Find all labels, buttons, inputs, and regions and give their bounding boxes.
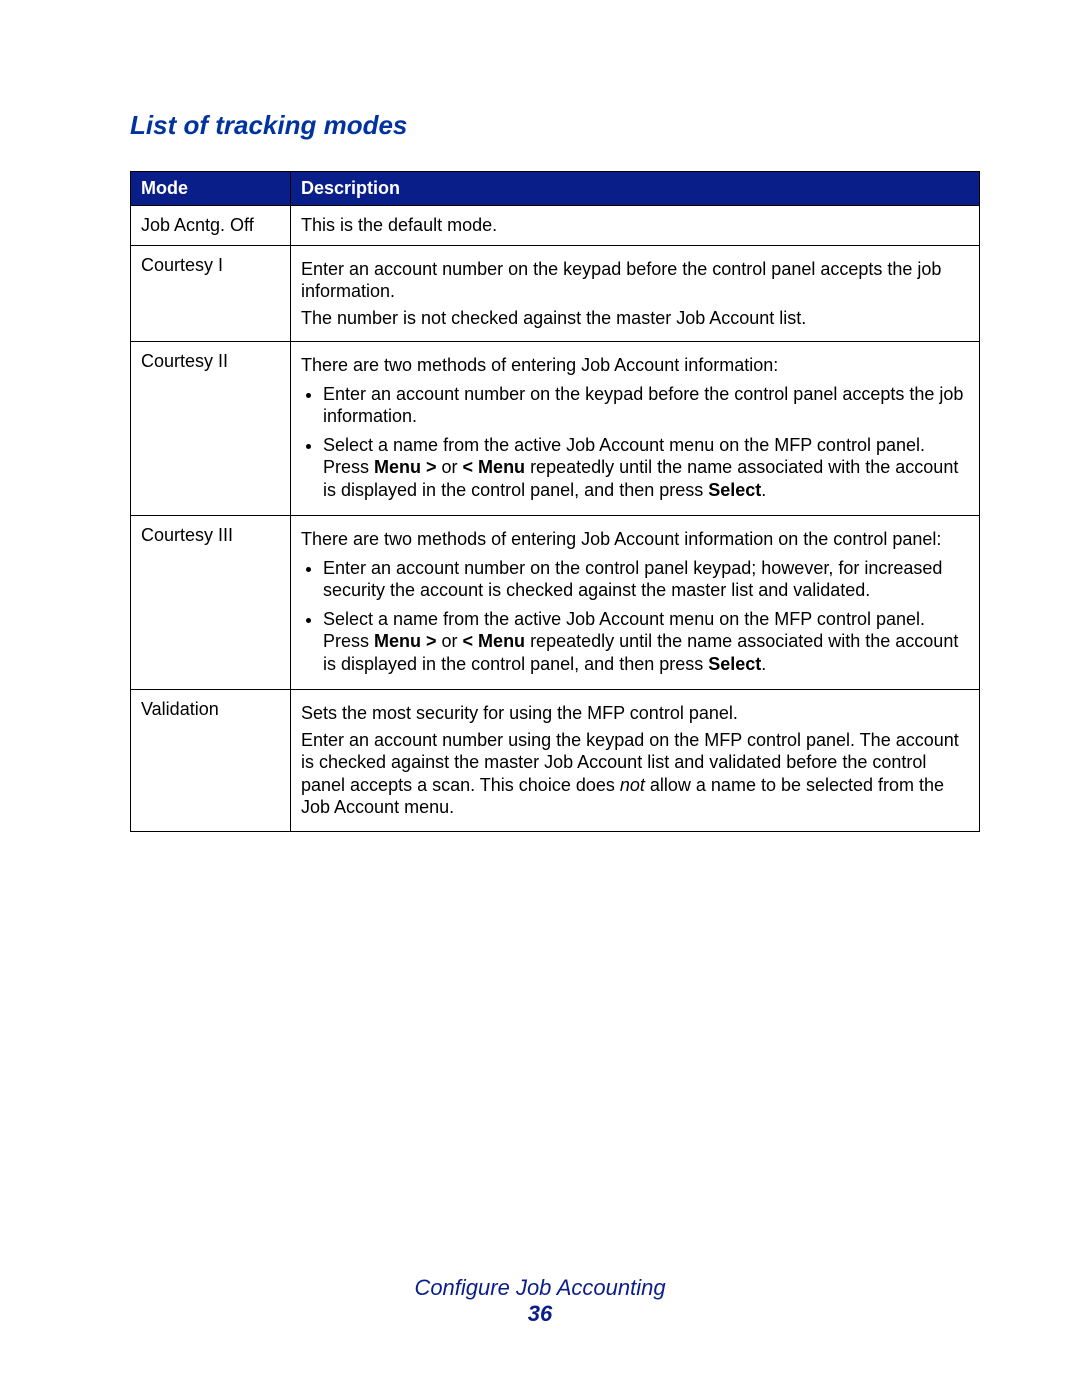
text-run: .: [761, 654, 766, 674]
mode-cell: Job Acntg. Off: [131, 206, 291, 246]
section-heading: List of tracking modes: [130, 110, 980, 141]
bullet-item: Enter an account number on the control p…: [323, 557, 969, 602]
bullet-item: Select a name from the active Job Accoun…: [323, 434, 969, 502]
desc-paragraph: Sets the most security for using the MFP…: [301, 702, 969, 725]
italic-run: not: [620, 775, 645, 795]
desc-paragraph: Enter an account number using the keypad…: [301, 729, 969, 819]
text-run: or: [437, 457, 463, 477]
bold-run: < Menu: [463, 457, 526, 477]
desc-bullets: Enter an account number on the keypad be…: [301, 383, 969, 502]
table-row: Validation Sets the most security for us…: [131, 690, 980, 832]
page-footer: Configure Job Accounting 36: [0, 1275, 1080, 1327]
table-header-row: Mode Description: [131, 172, 980, 206]
table-row: Courtesy III There are two methods of en…: [131, 516, 980, 690]
desc-paragraph: The number is not checked against the ma…: [301, 307, 969, 330]
tracking-modes-table: Mode Description Job Acntg. Off This is …: [130, 171, 980, 832]
footer-section-title: Configure Job Accounting: [0, 1275, 1080, 1301]
col-header-mode: Mode: [131, 172, 291, 206]
desc-cell: Sets the most security for using the MFP…: [291, 690, 980, 832]
bullet-item: Enter an account number on the keypad be…: [323, 383, 969, 428]
desc-cell: There are two methods of entering Job Ac…: [291, 516, 980, 690]
bold-run: Menu >: [374, 631, 437, 651]
text-run: or: [437, 631, 463, 651]
table-row: Courtesy II There are two methods of ent…: [131, 342, 980, 516]
mode-cell: Validation: [131, 690, 291, 832]
desc-paragraph: There are two methods of entering Job Ac…: [301, 528, 969, 551]
mode-cell: Courtesy II: [131, 342, 291, 516]
col-header-description: Description: [291, 172, 980, 206]
bold-run: Menu >: [374, 457, 437, 477]
table-row: Job Acntg. Off This is the default mode.: [131, 206, 980, 246]
text-run: .: [761, 480, 766, 500]
desc-paragraph: There are two methods of entering Job Ac…: [301, 354, 969, 377]
mode-cell: Courtesy III: [131, 516, 291, 690]
table-row: Courtesy I Enter an account number on th…: [131, 245, 980, 342]
desc-bullets: Enter an account number on the control p…: [301, 557, 969, 676]
desc-cell: Enter an account number on the keypad be…: [291, 245, 980, 342]
document-page: List of tracking modes Mode Description …: [0, 0, 1080, 1397]
desc-paragraph: Enter an account number on the keypad be…: [301, 258, 969, 303]
bullet-item: Select a name from the active Job Accoun…: [323, 608, 969, 676]
mode-cell: Courtesy I: [131, 245, 291, 342]
footer-page-number: 36: [0, 1301, 1080, 1327]
desc-cell: There are two methods of entering Job Ac…: [291, 342, 980, 516]
bold-run: Select: [708, 654, 761, 674]
desc-cell: This is the default mode.: [291, 206, 980, 246]
bold-run: < Menu: [463, 631, 526, 651]
bold-run: Select: [708, 480, 761, 500]
